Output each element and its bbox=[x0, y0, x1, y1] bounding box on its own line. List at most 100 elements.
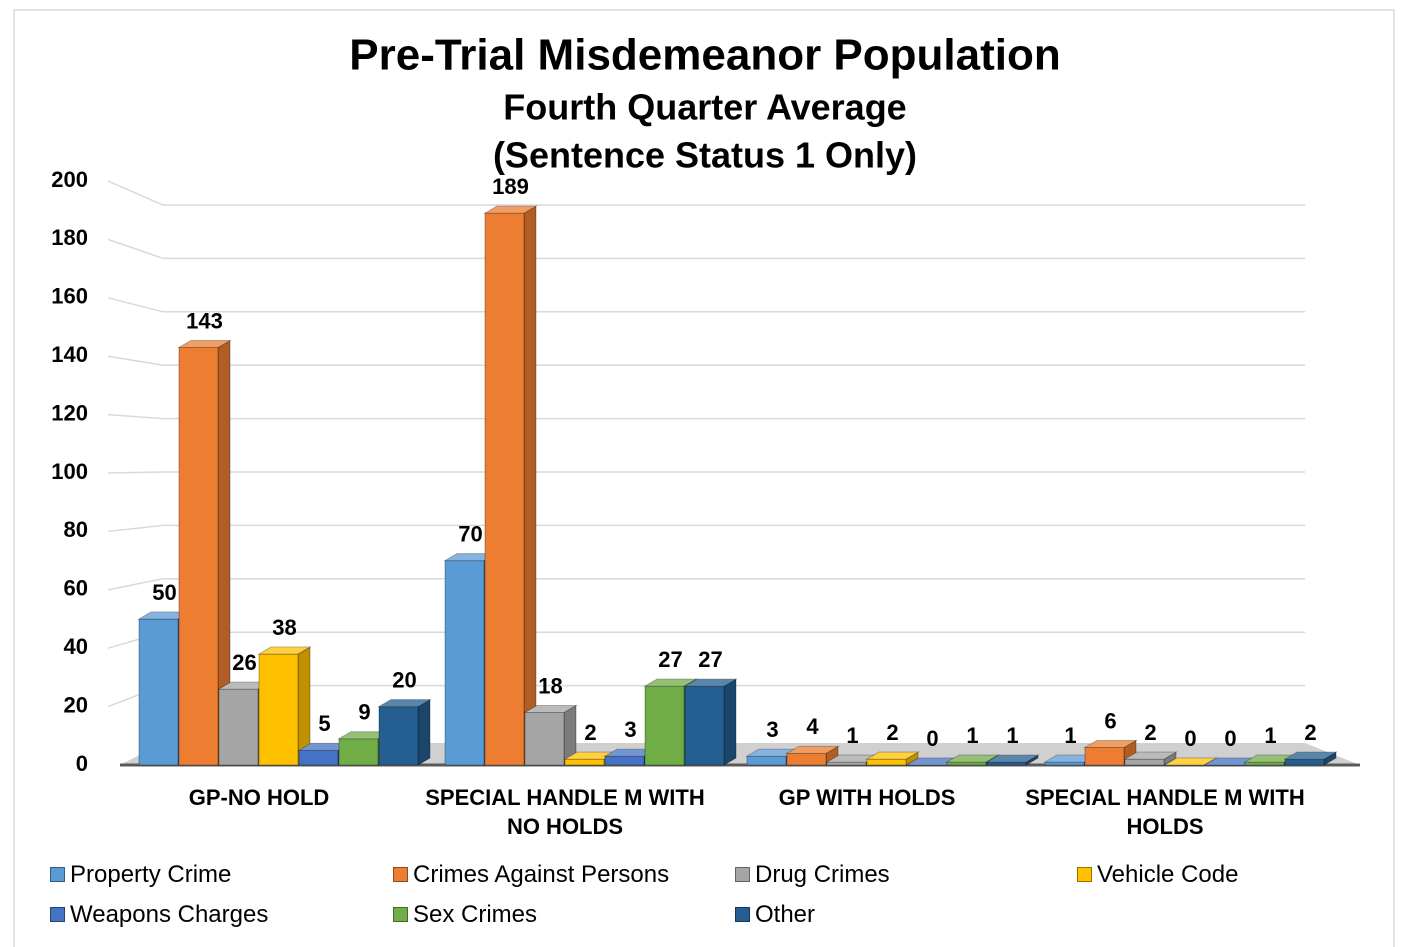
bar-top-shade bbox=[1285, 752, 1336, 760]
bar-top-shade bbox=[139, 612, 190, 619]
grid-line bbox=[107, 180, 1305, 206]
bar bbox=[1124, 758, 1165, 766]
bar bbox=[138, 618, 179, 766]
bar-side-shade bbox=[418, 699, 430, 765]
chart-title: Pre-Trial Misdemeanor Population bbox=[349, 31, 1060, 80]
bar bbox=[524, 711, 565, 766]
bar-top-shade bbox=[645, 679, 696, 687]
grid-line bbox=[107, 238, 1305, 260]
data-label: 0 bbox=[1224, 726, 1236, 751]
bar bbox=[484, 212, 525, 766]
bar-top-shade bbox=[379, 699, 430, 707]
bar bbox=[1284, 758, 1325, 766]
x-tick-label: SPECIAL HANDLE M WITH HOLDS bbox=[1025, 785, 1305, 839]
bar-top-shade bbox=[1165, 758, 1216, 765]
legend-swatch bbox=[393, 907, 408, 922]
bar-top-shade bbox=[565, 752, 616, 760]
bar-top-shade bbox=[787, 746, 838, 754]
bar-top-shade bbox=[339, 731, 390, 739]
data-label: 5 bbox=[318, 711, 330, 736]
bar-top bbox=[177, 339, 232, 348]
y-tick-label: 100 bbox=[51, 459, 88, 484]
y-tick-label: 120 bbox=[51, 400, 88, 425]
data-label: 18 bbox=[538, 673, 562, 698]
legend-label: Property Crime bbox=[70, 860, 232, 888]
bar-top bbox=[257, 646, 312, 655]
grid-line bbox=[107, 578, 1305, 591]
legend-label: Sex Crimes bbox=[413, 900, 538, 928]
legend-label: Drug Crimes bbox=[755, 860, 890, 888]
bar-side-shade bbox=[298, 647, 310, 765]
bar bbox=[786, 752, 827, 766]
bar bbox=[684, 685, 725, 766]
data-label: 70 bbox=[458, 521, 482, 546]
chart-subtitle: (Sentence Status 1 Only) bbox=[493, 135, 917, 176]
legend-label: Weapons Charges bbox=[70, 900, 269, 928]
data-label: 26 bbox=[232, 650, 256, 675]
bar-top bbox=[1163, 757, 1218, 766]
bar-top-shade bbox=[685, 679, 736, 687]
chart-border bbox=[13, 9, 1395, 947]
data-label: 27 bbox=[698, 647, 722, 672]
bar-top-shade bbox=[827, 755, 878, 763]
bar bbox=[866, 758, 907, 766]
legend-item: Crimes Against Persons bbox=[393, 860, 735, 889]
bar-side-shade bbox=[906, 752, 918, 765]
bar-top-shade bbox=[485, 206, 536, 214]
bar-side-shade bbox=[1324, 752, 1336, 765]
grid-line bbox=[107, 355, 1305, 366]
data-label: 38 bbox=[272, 615, 296, 640]
data-label: 189 bbox=[492, 174, 529, 199]
data-label: 20 bbox=[392, 667, 416, 692]
legend-swatch bbox=[735, 907, 750, 922]
legend-label: Vehicle Code bbox=[1097, 860, 1239, 888]
data-label: 3 bbox=[766, 717, 778, 742]
legend-swatch bbox=[50, 867, 65, 882]
y-tick-label: 40 bbox=[64, 634, 88, 659]
bar bbox=[444, 560, 485, 766]
data-label: 1 bbox=[1064, 723, 1076, 748]
bar-side-shade bbox=[524, 206, 536, 765]
data-label: 0 bbox=[1184, 726, 1196, 751]
bar-top-shade bbox=[867, 752, 918, 760]
bar bbox=[604, 755, 645, 766]
bar-side-shade bbox=[724, 679, 736, 765]
bar bbox=[746, 755, 787, 766]
bar-top-shade bbox=[525, 705, 576, 713]
bar-top bbox=[785, 745, 840, 754]
y-tick-label: 180 bbox=[51, 225, 88, 250]
data-label: 1 bbox=[966, 723, 978, 748]
data-label: 2 bbox=[1304, 720, 1316, 745]
bar bbox=[338, 738, 379, 766]
bar-side-shade bbox=[218, 340, 230, 765]
data-label: 2 bbox=[584, 720, 596, 745]
bar-top-shade bbox=[987, 755, 1038, 763]
bar-top bbox=[1283, 751, 1338, 760]
legend: Property Crime Crimes Against Persons Drug… bbox=[50, 860, 1407, 929]
bar-side-shade bbox=[564, 705, 576, 765]
bar bbox=[564, 758, 605, 766]
bar-top bbox=[1123, 751, 1178, 760]
data-label: 2 bbox=[886, 720, 898, 745]
data-label: 9 bbox=[358, 700, 370, 725]
data-label: 1 bbox=[846, 723, 858, 748]
data-label: 4 bbox=[806, 714, 819, 739]
bar-top bbox=[945, 754, 1000, 763]
legend-swatch bbox=[735, 867, 750, 882]
x-tick-label: SPECIAL HANDLE M WITH NO HOLDS bbox=[425, 785, 705, 839]
bar-top-shade bbox=[1245, 755, 1296, 763]
legend-swatch bbox=[393, 867, 408, 882]
data-label: 6 bbox=[1104, 708, 1116, 733]
y-tick-label: 200 bbox=[51, 167, 88, 192]
bar-top-shade bbox=[1085, 740, 1136, 748]
bar-top-shade bbox=[605, 749, 656, 757]
y-tick-label: 60 bbox=[64, 576, 88, 601]
y-tick-label: 140 bbox=[51, 342, 88, 367]
grid-line bbox=[107, 471, 1305, 474]
data-label: 0 bbox=[926, 726, 938, 751]
legend-item: Sex Crimes bbox=[393, 900, 735, 929]
bar bbox=[378, 706, 419, 766]
bar-top-shade bbox=[299, 743, 350, 751]
x-tick-label: GP WITH HOLDS bbox=[778, 785, 956, 810]
data-label: 2 bbox=[1144, 720, 1156, 745]
